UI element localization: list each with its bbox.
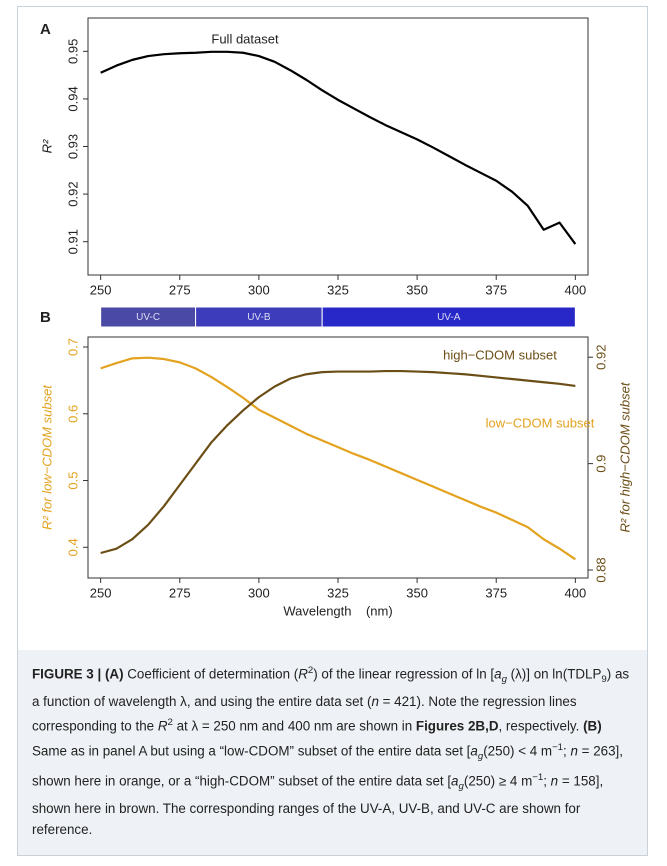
y-tick-label: 0.93 [65,134,80,159]
uv-band-label: UV-C [136,312,160,323]
y-axis-label: R² [39,139,54,153]
x-axis-label: Wavelength (nm) [283,603,392,618]
y-tick-label: 0.5 [65,471,80,489]
data-line [100,369,576,555]
caption-text: = 158], shown here in brown. The corresp… [32,773,604,838]
caption-text: R [157,718,168,734]
y-tick-label: 0.7 [65,338,80,356]
panel-label: A [40,21,51,38]
caption-text: ; [563,743,571,759]
caption-text: −1 [532,772,544,784]
caption-text: ) as a function of wavelength λ, and usi… [32,666,630,709]
plot-frame [87,336,589,579]
caption-background [18,650,647,855]
caption-text: a [470,743,478,759]
x-tick-label: 400 [564,585,586,600]
caption-text: a [451,773,459,789]
panel-label: B [40,309,51,326]
y-axis-label: R² for low−CDOM subset [39,384,54,530]
caption-text: Coefficient of determination ( [123,666,299,682]
caption-text: , respectively. [498,718,584,734]
annotation: low−CDOM subset [486,415,595,430]
caption-text: (λ)] on ln(TDLP [506,666,602,682]
y-tick-label: 0.4 [65,538,80,556]
caption-text: (250) < 4 m [483,743,553,759]
caption-text: ; [543,773,551,789]
caption-text: = 421). Note the regression lines corres… [32,693,577,734]
x-tick-label: 375 [485,585,507,600]
x-tick-label: 325 [327,585,349,600]
x-tick-label: 250 [90,282,112,297]
caption-text: g [458,781,464,793]
figure-frame [17,6,648,856]
x-tick-label: 275 [169,282,191,297]
y-tick-label: 0.6 [65,405,80,423]
x-tick-label: 300 [248,282,270,297]
plot-frame [87,17,589,276]
uv-band-label: UV-B [247,312,271,323]
x-tick-label: 400 [564,282,586,297]
caption-text: n [570,743,578,759]
x-tick-label: 275 [169,585,191,600]
caption-text: g [501,674,507,686]
caption-text: 2 [167,716,173,728]
caption-text: (B) [583,718,602,734]
uv-band-label: UV-A [437,312,461,323]
y-tick-label: 0.88 [593,557,608,582]
caption-text: at λ = 250 nm and 400 nm are shown in [172,718,416,734]
data-line [100,50,577,245]
caption-text: g [477,750,484,762]
figure: A 250 275 300 325 350 375 400 0.91 0.92 0.93 0.94 0.… [39,17,632,618]
x-tick-label: 300 [248,585,270,600]
annotation: Full dataset [211,31,279,46]
caption-text: n [371,693,379,709]
x-tick-label: 350 [406,585,428,600]
uv-band [321,306,576,328]
caption-text: 2 [307,665,314,676]
caption-text: −1 [552,741,564,753]
y-tick-label: 0.91 [65,229,80,254]
caption-text: R [298,666,308,682]
x-tick-label: 375 [485,282,507,297]
data-line [100,356,576,561]
x-tick-label: 250 [90,585,112,600]
caption-text: Same as in panel A but using a “low-CDOM… [32,743,471,759]
caption-text: FIGURE 3 | (A) [32,666,124,682]
caption-text: ) of the linear regression of ln [ [313,666,495,682]
y2-axis-label: R² for high−CDOM subset [617,381,632,532]
caption-text: 9 [601,674,607,686]
caption-text: n [550,773,559,789]
annotation: high−CDOM subset [443,347,557,362]
caption-text: a [494,666,502,682]
caption-text: = 263], shown here in orange, or a “high… [32,743,623,789]
y-tick-label: 0.94 [65,86,80,111]
y-tick-label: 0.9 [593,455,608,473]
y-tick-label: 0.92 [65,181,80,206]
caption-text: (250) ≥ 4 m [463,773,533,789]
y-tick-label: 0.95 [65,39,80,64]
caption-text: Figures 2B,D [415,718,499,734]
x-tick-label: 350 [406,282,428,297]
x-tick-label: 325 [327,282,349,297]
caption: FIGURE 3 | (A) Coefficient of determinat… [32,660,636,841]
y-tick-label: 0.92 [593,345,608,370]
